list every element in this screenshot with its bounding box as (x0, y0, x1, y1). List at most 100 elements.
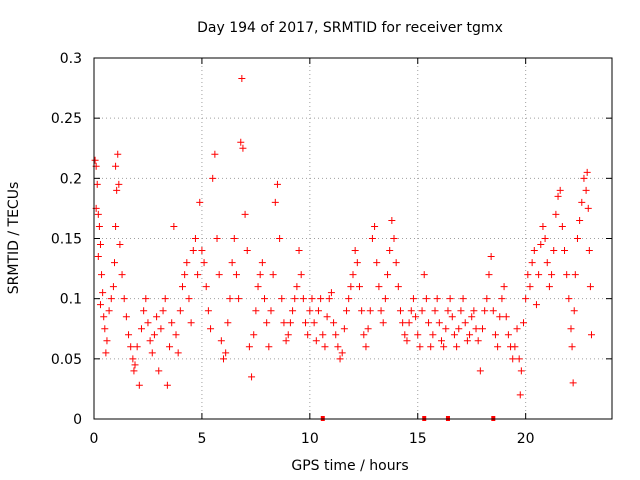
data-point (487, 253, 495, 261)
data-point (243, 247, 251, 255)
data-point (161, 295, 169, 303)
data-point (343, 307, 351, 315)
data-point (204, 307, 212, 315)
data-point (502, 313, 510, 321)
data-point (327, 289, 335, 297)
x-tick-label: 20 (517, 431, 535, 447)
data-point (107, 295, 115, 303)
data-point (202, 283, 210, 291)
data-point (265, 343, 273, 351)
data-point (401, 331, 409, 339)
data-point (466, 331, 474, 339)
data-point (463, 337, 471, 345)
data-point (278, 295, 286, 303)
data-point (485, 271, 493, 279)
x-tick-label: 5 (197, 431, 206, 447)
data-point (366, 307, 374, 315)
data-point (386, 247, 394, 255)
data-point (166, 343, 174, 351)
data-point (526, 283, 534, 291)
data-point (220, 355, 227, 363)
data-point (137, 325, 145, 333)
data-point (269, 271, 277, 279)
data-point (373, 259, 381, 267)
data-point (200, 259, 208, 267)
data-point (297, 271, 305, 279)
data-point (545, 283, 553, 291)
data-point (310, 319, 318, 327)
data-point (468, 313, 476, 321)
data-point (258, 259, 266, 267)
data-point (304, 331, 312, 339)
data-point (448, 313, 456, 321)
data-point (94, 253, 102, 261)
data-point (252, 307, 260, 315)
data-point (584, 204, 592, 212)
data-point (319, 331, 327, 339)
data-point (222, 349, 230, 357)
data-point (384, 271, 392, 279)
data-point (178, 283, 186, 291)
data-point (472, 325, 480, 333)
data-point (431, 307, 439, 315)
data-point (420, 271, 428, 279)
data-point (241, 210, 249, 218)
data-point (312, 337, 320, 345)
data-point (459, 295, 467, 303)
data-point (245, 343, 253, 351)
data-point (568, 343, 576, 351)
data-point (276, 235, 284, 242)
data-point (271, 198, 279, 206)
data-point (461, 319, 469, 327)
data-point (390, 235, 398, 242)
data-point (99, 289, 107, 297)
data-point (567, 325, 575, 333)
data-point (340, 325, 348, 333)
data-point (530, 247, 538, 255)
data-point (347, 283, 355, 291)
data-point (580, 174, 588, 182)
data-point (481, 307, 489, 315)
data-point (196, 198, 204, 206)
data-point (142, 295, 150, 303)
data-point (198, 247, 206, 255)
data-point (217, 337, 225, 345)
data-point (511, 343, 519, 351)
data-point (470, 307, 478, 315)
data-point (509, 355, 517, 363)
x-axis-title: GPS time / hours (291, 458, 408, 474)
data-point (280, 319, 288, 327)
data-point (377, 307, 385, 315)
data-point (321, 343, 329, 351)
data-point (414, 331, 422, 339)
data-point (515, 355, 523, 363)
data-point (528, 259, 536, 267)
data-point (558, 222, 566, 230)
data-point (118, 271, 126, 279)
data-point (185, 295, 193, 303)
data-point (388, 216, 396, 224)
data-point (345, 295, 353, 303)
data-point (582, 186, 590, 194)
data-point (289, 307, 297, 315)
data-point (140, 307, 148, 315)
data-point (176, 307, 184, 315)
data-point (113, 186, 121, 194)
data-point (263, 319, 271, 327)
y-tick-label: 0.3 (60, 51, 82, 67)
data-point (114, 150, 122, 158)
data-point (532, 301, 540, 309)
y-tick-label: 0.2 (60, 171, 82, 187)
data-point (455, 325, 463, 333)
data-point (325, 295, 333, 303)
data-point (425, 319, 433, 327)
data-point (235, 295, 243, 303)
data-point (394, 283, 402, 291)
data-point (291, 295, 299, 303)
y-tick-label: 0 (73, 412, 82, 428)
data-point (96, 241, 104, 249)
data-point (474, 337, 482, 345)
data-point (181, 271, 189, 279)
data-point (116, 241, 124, 249)
data-points (91, 74, 595, 399)
